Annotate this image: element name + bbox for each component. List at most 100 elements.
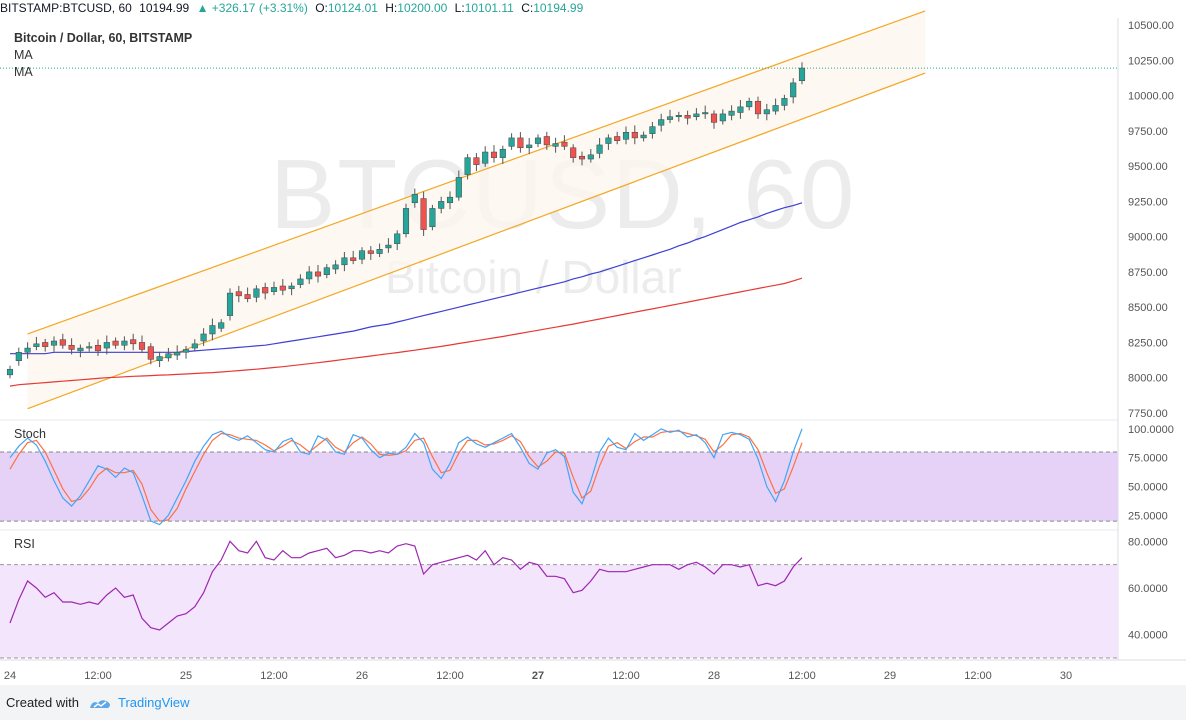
price-tick-label: 10000.00: [1128, 91, 1174, 103]
price-tick-label: 8750.00: [1128, 267, 1168, 279]
candle-body: [719, 113, 726, 122]
candle-body: [420, 198, 427, 230]
time-tick-label: 27: [532, 670, 544, 682]
candle-body: [15, 352, 22, 362]
close-label: C:: [521, 1, 534, 15]
candle-body: [543, 136, 550, 146]
candle-body: [587, 154, 594, 160]
candle-body: [376, 249, 383, 254]
candle-body: [570, 147, 577, 158]
stoch-tick-label: 25.0000: [1128, 510, 1168, 522]
time-tick-label: 25: [180, 670, 192, 682]
candle-body: [42, 342, 49, 347]
candle-body: [490, 151, 498, 158]
candle-body: [596, 144, 603, 154]
tradingview-logo-icon: [90, 700, 110, 708]
candle-body: [508, 137, 515, 147]
price-tick-label: 9250.00: [1128, 196, 1168, 208]
symbol-name[interactable]: BITSTAMP:BTCUSD, 60: [0, 1, 132, 15]
stoch-d-line: [9, 430, 803, 522]
candle-body: [270, 287, 278, 292]
candle-body: [455, 177, 462, 198]
candle-body: [147, 346, 154, 360]
low-label: L:: [454, 1, 465, 15]
price-tick-label: 8250.00: [1128, 337, 1168, 349]
candle-body: [446, 196, 454, 204]
candle-body: [244, 294, 251, 299]
candle-body: [561, 141, 568, 147]
candle-body: [68, 344, 75, 350]
candle-body: [411, 194, 418, 204]
open-value: 10124.01: [327, 1, 378, 15]
price-tick-label: 10250.00: [1128, 55, 1174, 67]
candle-body: [702, 112, 709, 115]
candle-body: [332, 264, 339, 270]
candle-body: [6, 368, 14, 376]
candle-body: [156, 356, 163, 362]
candle-body: [666, 116, 674, 120]
candle-body: [614, 136, 621, 141]
ma-legend-1[interactable]: MA: [14, 48, 33, 62]
candle-body: [182, 349, 190, 353]
candle-body: [605, 137, 612, 144]
ma-legend-2[interactable]: MA: [14, 65, 33, 79]
candle-body: [693, 113, 700, 117]
candle-body: [684, 115, 691, 119]
candle-body: [710, 113, 718, 123]
candle-body: [526, 144, 533, 149]
candle-body: [394, 233, 401, 244]
candle-body: [464, 157, 471, 175]
candle-body: [130, 339, 137, 345]
candle-body: [675, 115, 682, 117]
time-tick-label: 12:00: [436, 670, 464, 682]
candle-body: [306, 271, 313, 280]
ma-slow-line: [9, 277, 803, 387]
chart-title: Bitcoin / Dollar, 60, BITSTAMP: [14, 31, 193, 45]
candle-body: [341, 257, 348, 266]
candle-body: [737, 106, 744, 113]
candle-body: [77, 347, 84, 352]
candle-body: [473, 157, 480, 165]
channel-upper-line: [27, 10, 926, 335]
created-with-text: Created with: [6, 695, 79, 710]
rsi-pane-label[interactable]: RSI: [14, 537, 35, 551]
rsi-tick-label: 40.0000: [1128, 630, 1168, 642]
time-tick-label: 30: [1060, 670, 1072, 682]
candle-body: [174, 352, 181, 356]
high-value: 10200.00: [397, 1, 448, 15]
chart-svg[interactable]: 10500.00 10250.00 10000.00 9750.00 9500.00 92…: [0, 0, 1186, 685]
stoch-tick-label: 50.0000: [1128, 482, 1168, 494]
tradingview-link[interactable]: TradingView: [118, 695, 190, 710]
candle-body: [640, 134, 647, 139]
candle-body: [279, 285, 286, 291]
candle-body: [94, 344, 102, 352]
stoch-tick-label: 75.0000: [1128, 453, 1168, 465]
time-tick-label: 28: [708, 670, 720, 682]
candle-body: [358, 250, 366, 260]
channel-fill: [27, 10, 926, 409]
stoch-pane-label[interactable]: Stoch: [14, 427, 46, 441]
time-tick-label: 24: [4, 670, 16, 682]
candle-body: [552, 143, 559, 147]
stoch-tick-label: 100.0000: [1128, 424, 1174, 436]
candle-body: [754, 100, 762, 115]
low-value: 10101.11: [464, 1, 514, 15]
time-tick-label: 12:00: [788, 670, 816, 682]
stoch-k-line: [9, 428, 803, 526]
candle-body: [622, 132, 630, 140]
open-label: O:: [315, 1, 328, 15]
candle-body: [517, 137, 524, 149]
price-tick-label: 9500.00: [1128, 161, 1168, 173]
candle-body: [33, 343, 40, 347]
price-tick-label: 9750.00: [1128, 126, 1168, 138]
footer-bar: Created with TradingView: [0, 685, 1186, 720]
rsi-tick-label: 80.0000: [1128, 536, 1168, 548]
candle-body: [746, 100, 753, 108]
price-tick-label: 10500.00: [1128, 20, 1174, 32]
candle-body: [323, 267, 330, 275]
candle-body: [728, 110, 735, 116]
candle-body: [165, 353, 172, 359]
candle-body: [59, 339, 66, 346]
price-tick-label: 8000.00: [1128, 373, 1168, 385]
